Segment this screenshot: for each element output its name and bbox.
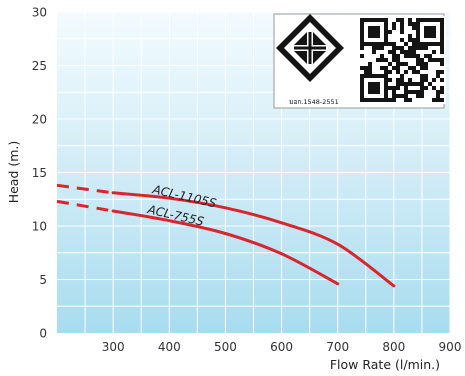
y-tick-label: 10 bbox=[32, 220, 47, 234]
y-tick-label: 20 bbox=[32, 113, 47, 127]
x-tick-label: 600 bbox=[270, 340, 293, 354]
series-layer bbox=[56, 183, 396, 288]
certification-box: มอก.1548-2551 bbox=[273, 13, 446, 109]
x-tick-label: 300 bbox=[102, 340, 125, 354]
qr-code-icon bbox=[358, 16, 446, 104]
series-dashed-acl-755s bbox=[56, 199, 114, 213]
x-tick-label: 400 bbox=[158, 340, 181, 354]
tis-standard-number: มอก.1548-2551 bbox=[289, 98, 339, 106]
x-tick-label: 900 bbox=[439, 340, 462, 354]
y-tick-label: 30 bbox=[32, 6, 47, 20]
series-dashed-acl-1105s bbox=[56, 183, 114, 195]
x-tick-label: 500 bbox=[214, 340, 237, 354]
tick-labels: 0 5 10 15 20 25 30 300 400 500 600 700 800 900 bbox=[32, 6, 462, 355]
y-tick-label: 15 bbox=[32, 166, 47, 180]
x-axis-title: Flow Rate (l/min.) bbox=[330, 357, 440, 372]
tisi-standard-mark-icon bbox=[276, 14, 344, 82]
y-axis-title: Head (m.) bbox=[6, 141, 21, 204]
x-tick-label: 700 bbox=[326, 340, 349, 354]
y-tick-label: 5 bbox=[39, 273, 47, 287]
series-line-acl-1105s bbox=[111, 191, 396, 288]
series-line-acl-755s bbox=[111, 209, 340, 286]
y-tick-label: 0 bbox=[39, 327, 47, 341]
x-tick-label: 800 bbox=[382, 340, 405, 354]
y-tick-label: 25 bbox=[32, 59, 47, 73]
